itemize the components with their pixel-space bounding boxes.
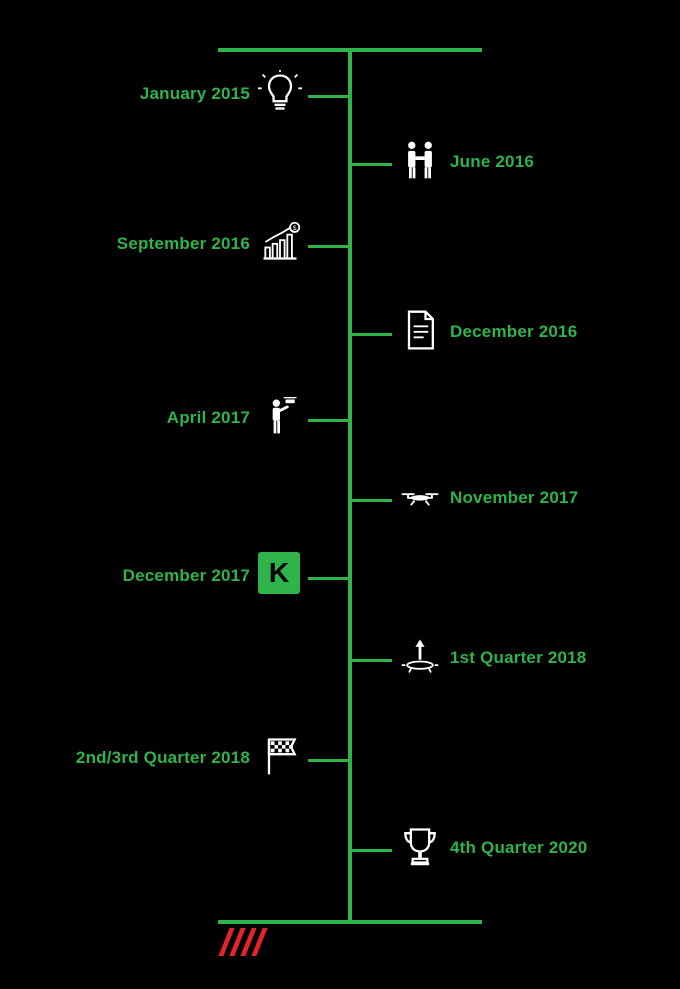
timeline-label: September 2016 (117, 234, 250, 254)
timeline-label: June 2016 (450, 152, 534, 172)
svg-text:$: $ (293, 225, 297, 232)
timeline-label: 4th Quarter 2020 (450, 838, 587, 858)
timeline-tick (308, 95, 352, 98)
ground-hatch (224, 928, 262, 956)
kickstarter-icon: K (258, 552, 300, 594)
timeline-tick (348, 163, 392, 166)
timeline-label: November 2017 (450, 488, 578, 508)
timeline-tick (348, 659, 392, 662)
timeline-label: April 2017 (167, 408, 250, 428)
timeline-label: 2nd/3rd Quarter 2018 (76, 748, 250, 768)
timeline: January 2015 June 2016 $ September 2016 Dece… (0, 0, 680, 989)
timeline-tick (348, 333, 392, 336)
growth-chart-icon: $ (258, 220, 302, 264)
drone-side-icon (398, 474, 442, 518)
handshake-icon (398, 138, 442, 182)
timeline-label: December 2017 (123, 566, 250, 586)
launch-icon (398, 634, 442, 678)
timeline-spine (348, 48, 352, 924)
timeline-label: December 2016 (450, 322, 577, 342)
timeline-bottom-bar (218, 920, 482, 924)
lightbulb-icon (258, 70, 302, 114)
trophy-icon (398, 824, 442, 868)
timeline-tick (308, 759, 352, 762)
timeline-label: 1st Quarter 2018 (450, 648, 586, 668)
timeline-top-bar (218, 48, 482, 52)
person-drone-icon (258, 394, 302, 438)
timeline-label: January 2015 (140, 84, 250, 104)
timeline-tick (308, 419, 352, 422)
document-icon (398, 308, 442, 352)
timeline-tick (308, 577, 352, 580)
timeline-tick (308, 245, 352, 248)
flag-icon (258, 734, 302, 778)
timeline-tick (348, 849, 392, 852)
timeline-tick (348, 499, 392, 502)
